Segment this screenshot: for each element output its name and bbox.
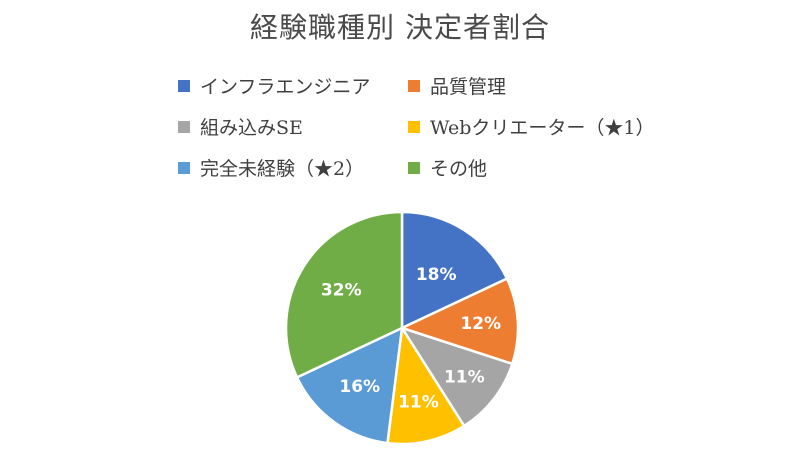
legend-item-other: その他 — [408, 154, 487, 181]
legend-swatch — [408, 79, 420, 92]
legend-label: 組み込みSE — [200, 117, 303, 139]
slice-data-label: 16% — [339, 377, 380, 397]
pie-slice — [386, 324, 466, 446]
slice-data-label: 12% — [460, 314, 501, 334]
legend-swatch — [408, 161, 420, 174]
legend-label: Webクリエーター（★1） — [430, 117, 655, 139]
pie-slice — [398, 276, 520, 366]
pie-slice — [295, 325, 404, 445]
slice-data-label: 11% — [398, 393, 439, 413]
legend-item-inexperienced: 完全未経験（★2） — [178, 154, 364, 181]
legend-item-qa: 品質管理 — [408, 72, 506, 99]
chart-title: 経験職種別 決定者割合 — [250, 11, 550, 44]
slice-data-label: 18% — [416, 265, 457, 285]
pie-slice — [400, 210, 509, 330]
legend-item-web: Webクリエーター（★1） — [408, 113, 654, 140]
legend-item-embedded: 組み込みSE — [178, 113, 303, 140]
legend-label: 完全未経験（★2） — [200, 158, 365, 180]
legend-label: 品質管理 — [430, 76, 507, 98]
legend-swatch — [178, 120, 190, 133]
slice-data-label: 32% — [321, 280, 362, 300]
legend-swatch — [178, 161, 190, 174]
slice-data-label: 11% — [444, 367, 485, 387]
pie-slice — [284, 210, 404, 380]
legend-swatch — [178, 79, 190, 92]
legend-label: その他 — [430, 158, 488, 180]
legend-item-infra: インフラエンジニア — [178, 72, 370, 99]
pie-slice — [399, 325, 514, 428]
legend-label: インフラエンジニア — [200, 76, 371, 98]
legend-swatch — [408, 120, 420, 133]
